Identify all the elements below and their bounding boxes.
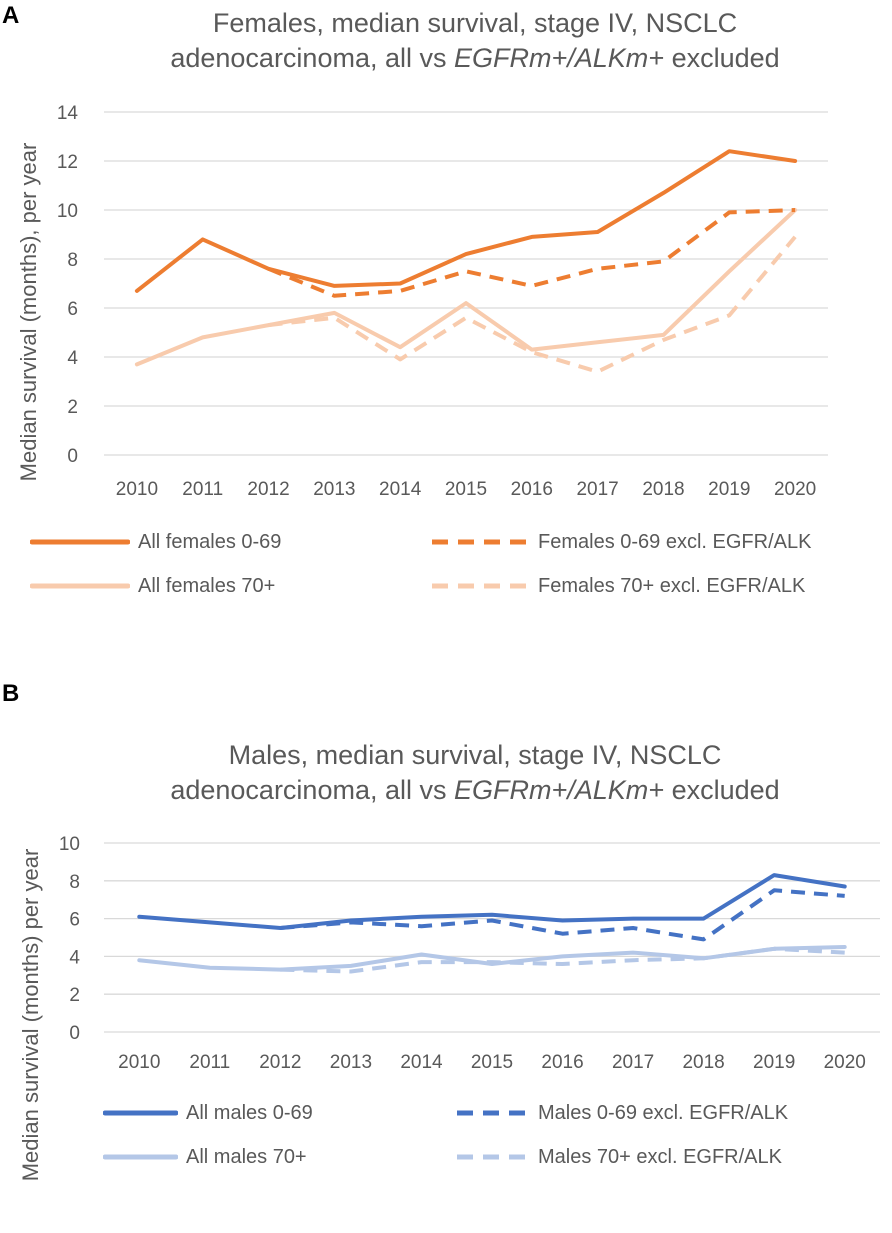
x-tick-label: 2019 bbox=[708, 479, 750, 500]
y-tick-label: 10 bbox=[57, 201, 78, 222]
legend-label: All females 70+ bbox=[138, 574, 276, 597]
chart-b: 0 2 4 6 8 10 2010 2011 2012 2013 2014 2015 2016 2017 2… bbox=[18, 834, 880, 1181]
series-line-males-0-69-excl-egfr-alk bbox=[280, 888, 845, 942]
x-tick-label: 2017 bbox=[576, 479, 618, 500]
x-tick-label: 2020 bbox=[774, 479, 816, 500]
legend-item: Females 70+ excl. EGFR/ALK bbox=[430, 573, 805, 599]
chart-title-b-line1: Males, median survival, stage IV, NSCLC bbox=[228, 740, 722, 770]
x-tick-label: 2010 bbox=[118, 1052, 160, 1073]
legend-swatch bbox=[103, 1110, 178, 1116]
y-tick-label: 4 bbox=[67, 348, 78, 369]
series-line-males-70-excl-egfr-alk bbox=[280, 946, 845, 974]
chart-title-b-line2: adenocarcinoma, all vs EGFRm+/ALKm+ excl… bbox=[100, 773, 850, 808]
chart-title-b: Males, median survival, stage IV, NSCLC … bbox=[100, 738, 850, 808]
y-axis-label: Median survival (months) per year bbox=[18, 849, 43, 1182]
panel-letter-b: B bbox=[2, 680, 20, 707]
legend-label: All males 70+ bbox=[186, 1145, 307, 1168]
chart-title-a-line2-italic: EGFRm+/ALKm+ bbox=[454, 43, 665, 73]
legend-label: Females 0-69 excl. EGFR/ALK bbox=[538, 530, 812, 553]
series-line-females-70-excl-egfr-alk bbox=[268, 235, 797, 374]
x-tick-label: 2013 bbox=[330, 1052, 372, 1073]
series-line-all-females-0-69 bbox=[134, 149, 798, 293]
series-line-all-males-0-69 bbox=[137, 873, 847, 930]
legend-item: Females 0-69 excl. EGFR/ALK bbox=[430, 529, 811, 555]
x-tick-label: 2012 bbox=[247, 479, 289, 500]
legend-swatch bbox=[457, 1110, 528, 1116]
legend-label: Males 70+ excl. EGFR/ALK bbox=[538, 1145, 782, 1168]
x-tick-label: 2011 bbox=[182, 479, 223, 500]
x-tick-label: 2020 bbox=[824, 1052, 866, 1073]
chart-title-b-line2-post: excluded bbox=[664, 775, 780, 805]
legend-label: Males 0-69 excl. EGFR/ALK bbox=[538, 1101, 789, 1124]
y-tick-label: 2 bbox=[67, 397, 78, 418]
y-tick-label: 10 bbox=[59, 834, 80, 855]
y-tick-label: 0 bbox=[67, 446, 78, 467]
chart-title-a-line2-pre: adenocarcinoma, all vs bbox=[170, 43, 454, 73]
x-tick-label: 2018 bbox=[642, 479, 684, 500]
chart-title-b-line2-italic: EGFRm+/ALKm+ bbox=[454, 775, 665, 805]
y-tick-label: 8 bbox=[69, 872, 80, 893]
legend-item: Males 70+ excl. EGFR/ALK bbox=[455, 1144, 782, 1170]
x-tick-label: 2016 bbox=[511, 479, 553, 500]
x-tick-label: 2015 bbox=[471, 1052, 513, 1073]
legend-swatch bbox=[103, 1154, 178, 1160]
y-tick-label: 6 bbox=[69, 910, 80, 931]
legend-item: All males 0-69 bbox=[103, 1100, 313, 1126]
y-tick-label: 8 bbox=[67, 250, 78, 271]
legend-swatch bbox=[432, 583, 528, 589]
y-tick-label: 14 bbox=[57, 103, 79, 124]
chart-title-a-line1: Females, median survival, stage IV, NSCL… bbox=[212, 8, 738, 38]
y-axis-label: Median survival (months), per year bbox=[16, 143, 41, 482]
y-tick-label: 4 bbox=[69, 947, 80, 968]
legend-swatch bbox=[457, 1154, 528, 1160]
x-tick-label: 2012 bbox=[259, 1052, 301, 1073]
chart-title-a: Females, median survival, stage IV, NSCL… bbox=[100, 6, 850, 76]
series-line-all-males-70- bbox=[137, 945, 847, 972]
legend-item: All females 70+ bbox=[30, 573, 275, 599]
x-tick-label: 2014 bbox=[400, 1052, 443, 1073]
series-line-all-females-70- bbox=[134, 208, 798, 367]
chart-title-a-line2-post: excluded bbox=[664, 43, 780, 73]
x-tick-label: 2013 bbox=[313, 479, 355, 500]
x-tick-label: 2011 bbox=[189, 1052, 230, 1073]
x-tick-label: 2019 bbox=[753, 1052, 795, 1073]
series-line-females-0-69-excl-egfr-alk bbox=[267, 208, 796, 298]
legend-label: Females 70+ excl. EGFR/ALK bbox=[538, 574, 806, 597]
y-tick-label: 6 bbox=[67, 299, 78, 320]
x-tick-label: 2016 bbox=[541, 1052, 583, 1073]
legend-item: Males 0-69 excl. EGFR/ALK bbox=[455, 1100, 788, 1126]
chart-title-b-line2-pre: adenocarcinoma, all vs bbox=[170, 775, 454, 805]
legend-item: All females 0-69 bbox=[30, 529, 281, 555]
legend-swatch bbox=[432, 539, 528, 545]
x-tick-label: 2014 bbox=[379, 479, 422, 500]
y-tick-label: 2 bbox=[69, 985, 80, 1006]
panel-letter-a: A bbox=[2, 2, 20, 29]
legend-item: All males 70+ bbox=[103, 1144, 307, 1170]
y-tick-label: 0 bbox=[69, 1023, 80, 1044]
x-tick-label: 2015 bbox=[445, 479, 487, 500]
legend-swatch bbox=[30, 583, 130, 589]
x-tick-label: 2017 bbox=[612, 1052, 654, 1073]
x-tick-label: 2010 bbox=[116, 479, 158, 500]
chart-a: 0 2 4 6 8 10 12 14 2010 2011 2012 2013 2014 2015 2016 2… bbox=[16, 103, 828, 500]
legend-label: All males 0-69 bbox=[186, 1101, 313, 1124]
legend-label: All females 0-69 bbox=[138, 530, 282, 553]
x-tick-label: 2018 bbox=[682, 1052, 724, 1073]
legend-swatch bbox=[30, 539, 130, 545]
chart-title-a-line2: adenocarcinoma, all vs EGFRm+/ALKm+ excl… bbox=[100, 41, 850, 76]
y-tick-label: 12 bbox=[57, 152, 78, 173]
